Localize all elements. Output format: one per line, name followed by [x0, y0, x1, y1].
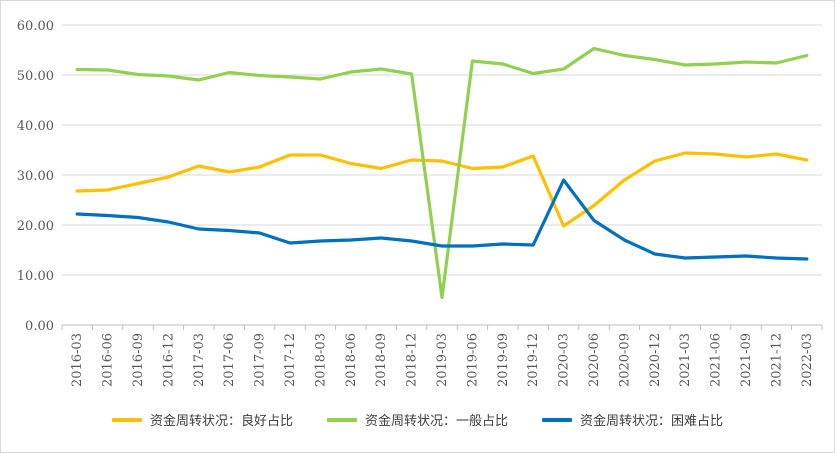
x-tick-label: 2020-09	[617, 333, 632, 387]
x-tick-label: 2017-09	[253, 333, 268, 387]
x-tick-label: 2016-09	[131, 333, 146, 387]
legend-item-normal: 资金周转状况：一般占比	[326, 410, 508, 429]
x-tick-label: 2019-09	[496, 333, 511, 387]
series-lines	[75, 46, 809, 300]
series-line-0	[75, 151, 809, 228]
axes	[61, 324, 823, 330]
gridlines	[62, 24, 822, 276]
legend-label-normal: 资金周转状况：一般占比	[364, 414, 508, 429]
x-tick-label: 2019-12	[526, 333, 541, 387]
series-line-2	[75, 178, 809, 261]
legend-swatch-difficult	[542, 417, 572, 422]
legend-item-difficult: 资金周转状况：困难占比	[542, 410, 723, 429]
x-tick-label: 2021-03	[678, 333, 693, 387]
y-tick-label: 50.00	[17, 69, 54, 84]
x-tick-label: 2017-06	[222, 333, 237, 387]
x-tick-label: 2018-06	[344, 333, 359, 387]
x-tick-label: 2017-12	[283, 333, 298, 387]
x-tick-label: 2016-12	[161, 333, 176, 387]
x-tick-label: 2018-12	[405, 333, 420, 387]
x-tick-label: 2018-09	[374, 333, 389, 387]
y-tick-label: 20.00	[17, 219, 54, 234]
x-tick-label: 2020-12	[648, 333, 663, 387]
x-tick-label: 2016-06	[101, 333, 116, 387]
x-tick-label: 2019-03	[435, 333, 450, 387]
x-tick-label: 2020-03	[557, 333, 572, 387]
x-tick-label: 2021-06	[709, 333, 724, 387]
legend-swatch-normal	[326, 417, 357, 422]
y-tick-label: 60.00	[17, 19, 54, 34]
x-tick-label: 2020-06	[587, 333, 602, 387]
tick-labels: 0.00 10.00 20.00 30.00 40.00 50.00 60.00 2016-0…	[17, 19, 815, 387]
legend-label-good: 资金周转状况：良好占比	[149, 414, 293, 429]
legend-label-difficult: 资金周转状况：困难占比	[580, 414, 724, 429]
legend-swatch-good	[111, 417, 142, 422]
x-tick-label: 2016-03	[70, 333, 85, 387]
series-line-1	[75, 46, 809, 300]
x-tick-label: 2022-03	[800, 333, 815, 387]
legend-item-good: 资金周转状况：良好占比	[111, 410, 293, 429]
x-tick-label: 2019-06	[465, 333, 480, 387]
y-tick-label: 10.00	[17, 269, 54, 284]
legend: 资金周转状况：良好占比 资金周转状况：一般占比 资金周转状况：困难占比	[0, 410, 835, 429]
x-tick-label: 2017-03	[192, 333, 207, 387]
x-tick-label: 2021-09	[739, 333, 754, 387]
x-tick-label: 2021-12	[769, 333, 784, 387]
y-tick-label: 0.00	[25, 319, 54, 334]
y-tick-label: 30.00	[17, 169, 54, 184]
x-tick-label: 2018-03	[313, 333, 328, 387]
y-tick-label: 40.00	[17, 119, 54, 134]
